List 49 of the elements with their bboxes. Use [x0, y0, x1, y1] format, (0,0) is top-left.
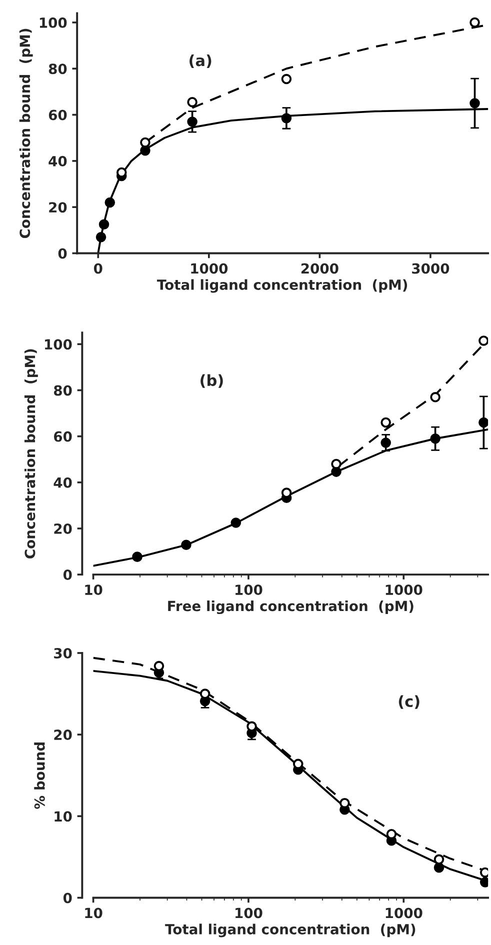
x-tick-label: 100: [236, 584, 262, 596]
point: [434, 862, 444, 873]
y-tick-label: 40: [54, 477, 72, 488]
point: [96, 232, 106, 242]
y-tick-label: 20: [54, 523, 72, 534]
y-axis-title: % bound: [34, 742, 45, 809]
annotation: (c): [398, 695, 420, 709]
annotation: (a): [190, 54, 212, 68]
x-axis-title: Free ligand concentration (pM): [168, 600, 414, 614]
y-tick-label: 80: [48, 64, 67, 74]
point: [98, 219, 110, 230]
y-tick-label: 20: [49, 202, 67, 213]
x-tick-label: 10: [85, 908, 102, 918]
point: [434, 854, 444, 865]
y-tick-label: 0: [63, 570, 72, 580]
y-tick-label: 0: [58, 248, 67, 259]
point: [470, 98, 480, 108]
x-axis-title: Total ligand concentration (pM): [165, 924, 416, 938]
x-tick-label: 2000: [301, 263, 338, 274]
y-tick-label: 80: [54, 385, 72, 396]
y-axis-title: Concentration bound (pM): [19, 28, 33, 238]
x-tick-label: 10: [85, 584, 102, 596]
y-tick-label: 30: [54, 648, 72, 658]
x-tick-label: 1000: [191, 263, 228, 274]
point: [281, 113, 292, 124]
y-tick-label: 100: [45, 339, 72, 350]
y-axis-title: Concentration bound (pM): [24, 349, 38, 558]
y-tick-label: 100: [40, 17, 67, 28]
y-tick-label: 0: [63, 892, 72, 904]
y-tick-label: 60: [54, 431, 72, 442]
point: [187, 116, 198, 127]
point: [200, 688, 210, 699]
x-tick-label: 3000: [412, 263, 450, 274]
x-axis-title: Total ligand concentration (pM): [156, 279, 408, 293]
point: [470, 17, 480, 28]
annotation: (b): [200, 374, 223, 388]
x-tick-label: 100: [236, 908, 262, 918]
y-tick-label: 60: [48, 110, 67, 120]
x-tick-label: 0: [94, 263, 102, 274]
point: [140, 145, 150, 156]
y-tick-label: 40: [48, 156, 67, 166]
point: [187, 96, 198, 108]
y-tick-label: 10: [54, 811, 72, 822]
point: [281, 74, 292, 84]
point: [104, 197, 116, 208]
y-tick-label: 20: [54, 730, 72, 740]
x-tick-label: 1000: [386, 584, 422, 596]
x-tick-label: 1000: [386, 908, 422, 918]
point: [140, 137, 150, 148]
